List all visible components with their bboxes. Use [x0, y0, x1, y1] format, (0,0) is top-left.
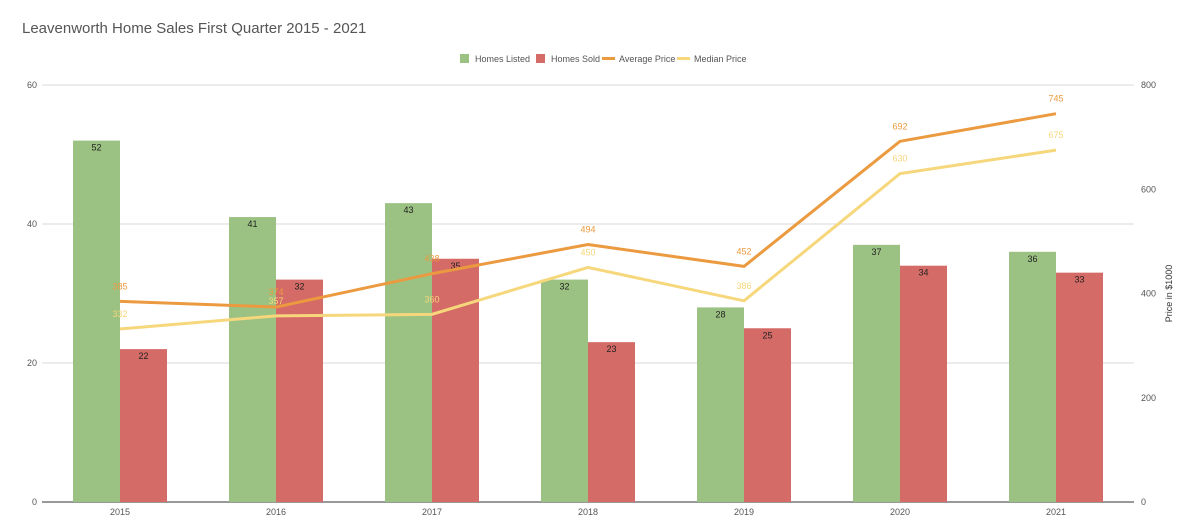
legend-swatch	[460, 54, 469, 63]
bar-homes-listed	[541, 279, 588, 502]
y-left-tick-label: 20	[27, 358, 37, 368]
line-data-label: 675	[1048, 130, 1063, 140]
bar-homes-listed	[73, 140, 120, 502]
bar-homes-listed	[853, 244, 900, 502]
legend-label: Average Price	[619, 54, 675, 64]
legend-label: Median Price	[694, 54, 747, 64]
x-tick-label: 2018	[578, 507, 598, 517]
line-data-label: 357	[268, 296, 283, 306]
legend-label: Homes Sold	[551, 54, 600, 64]
bar-data-label: 34	[918, 268, 928, 278]
bar-homes-sold	[432, 258, 479, 502]
y-left-tick-label: 60	[27, 80, 37, 90]
bar-data-label: 28	[715, 309, 725, 319]
bar-homes-sold	[120, 349, 167, 502]
bar-homes-sold	[276, 279, 323, 502]
line-data-label: 360	[424, 294, 439, 304]
line-median-price	[119, 148, 1057, 331]
y-left-tick-label: 0	[32, 497, 37, 507]
bar-data-label: 25	[762, 330, 772, 340]
line-average-price	[119, 112, 1057, 309]
bar-data-label: 41	[247, 219, 257, 229]
x-tick-label: 2020	[890, 507, 910, 517]
bar-homes-sold	[900, 265, 947, 502]
x-tick-label: 2015	[110, 507, 130, 517]
bar-homes-listed	[385, 203, 432, 502]
bar-homes-sold	[744, 328, 791, 502]
line-data-label: 452	[736, 246, 751, 256]
y-right-tick-label: 200	[1141, 393, 1156, 403]
bar-homes-sold	[588, 342, 635, 502]
y-right-tick-label: 400	[1141, 289, 1156, 299]
legend-label: Homes Listed	[475, 54, 530, 64]
bar-data-label: 22	[138, 351, 148, 361]
bar-data-label: 43	[403, 205, 413, 215]
bar-data-label: 23	[606, 344, 616, 354]
bar-homes-listed	[1009, 251, 1056, 502]
y-left-tick-label: 40	[27, 219, 37, 229]
bar-data-label: 33	[1074, 275, 1084, 285]
x-tick-label: 2021	[1046, 507, 1066, 517]
chart-title: Leavenworth Home Sales First Quarter 201…	[22, 20, 367, 37]
bar-data-label: 52	[91, 143, 101, 153]
line-data-label: 745	[1048, 94, 1063, 104]
bar-data-label: 37	[871, 247, 881, 257]
bar-data-label: 32	[294, 282, 304, 292]
bar-data-label: 36	[1027, 254, 1037, 264]
x-tick-label: 2019	[734, 507, 754, 517]
bar-homes-sold	[1056, 272, 1103, 502]
legend-swatch	[536, 54, 545, 63]
x-tick-label: 2017	[422, 507, 442, 517]
y-right-tick-label: 800	[1141, 80, 1156, 90]
x-tick-label: 2016	[266, 507, 286, 517]
line-data-label: 630	[892, 154, 907, 164]
line-data-label: 374	[268, 287, 283, 297]
line-data-label: 692	[892, 121, 907, 131]
line-data-label: 385	[112, 281, 127, 291]
bar-data-label: 35	[450, 261, 460, 271]
line-data-label: 332	[112, 309, 127, 319]
y-right-axis-title: Price in $1000	[1164, 265, 1174, 323]
line-data-label: 450	[580, 247, 595, 257]
bar-data-label: 32	[559, 282, 569, 292]
line-data-label: 494	[580, 225, 595, 235]
line-data-label: 386	[736, 281, 751, 291]
line-data-label: 438	[424, 254, 439, 264]
y-right-tick-label: 0	[1141, 497, 1146, 507]
y-right-tick-label: 600	[1141, 184, 1156, 194]
bar-homes-listed	[229, 217, 276, 503]
bar-homes-listed	[697, 307, 744, 502]
